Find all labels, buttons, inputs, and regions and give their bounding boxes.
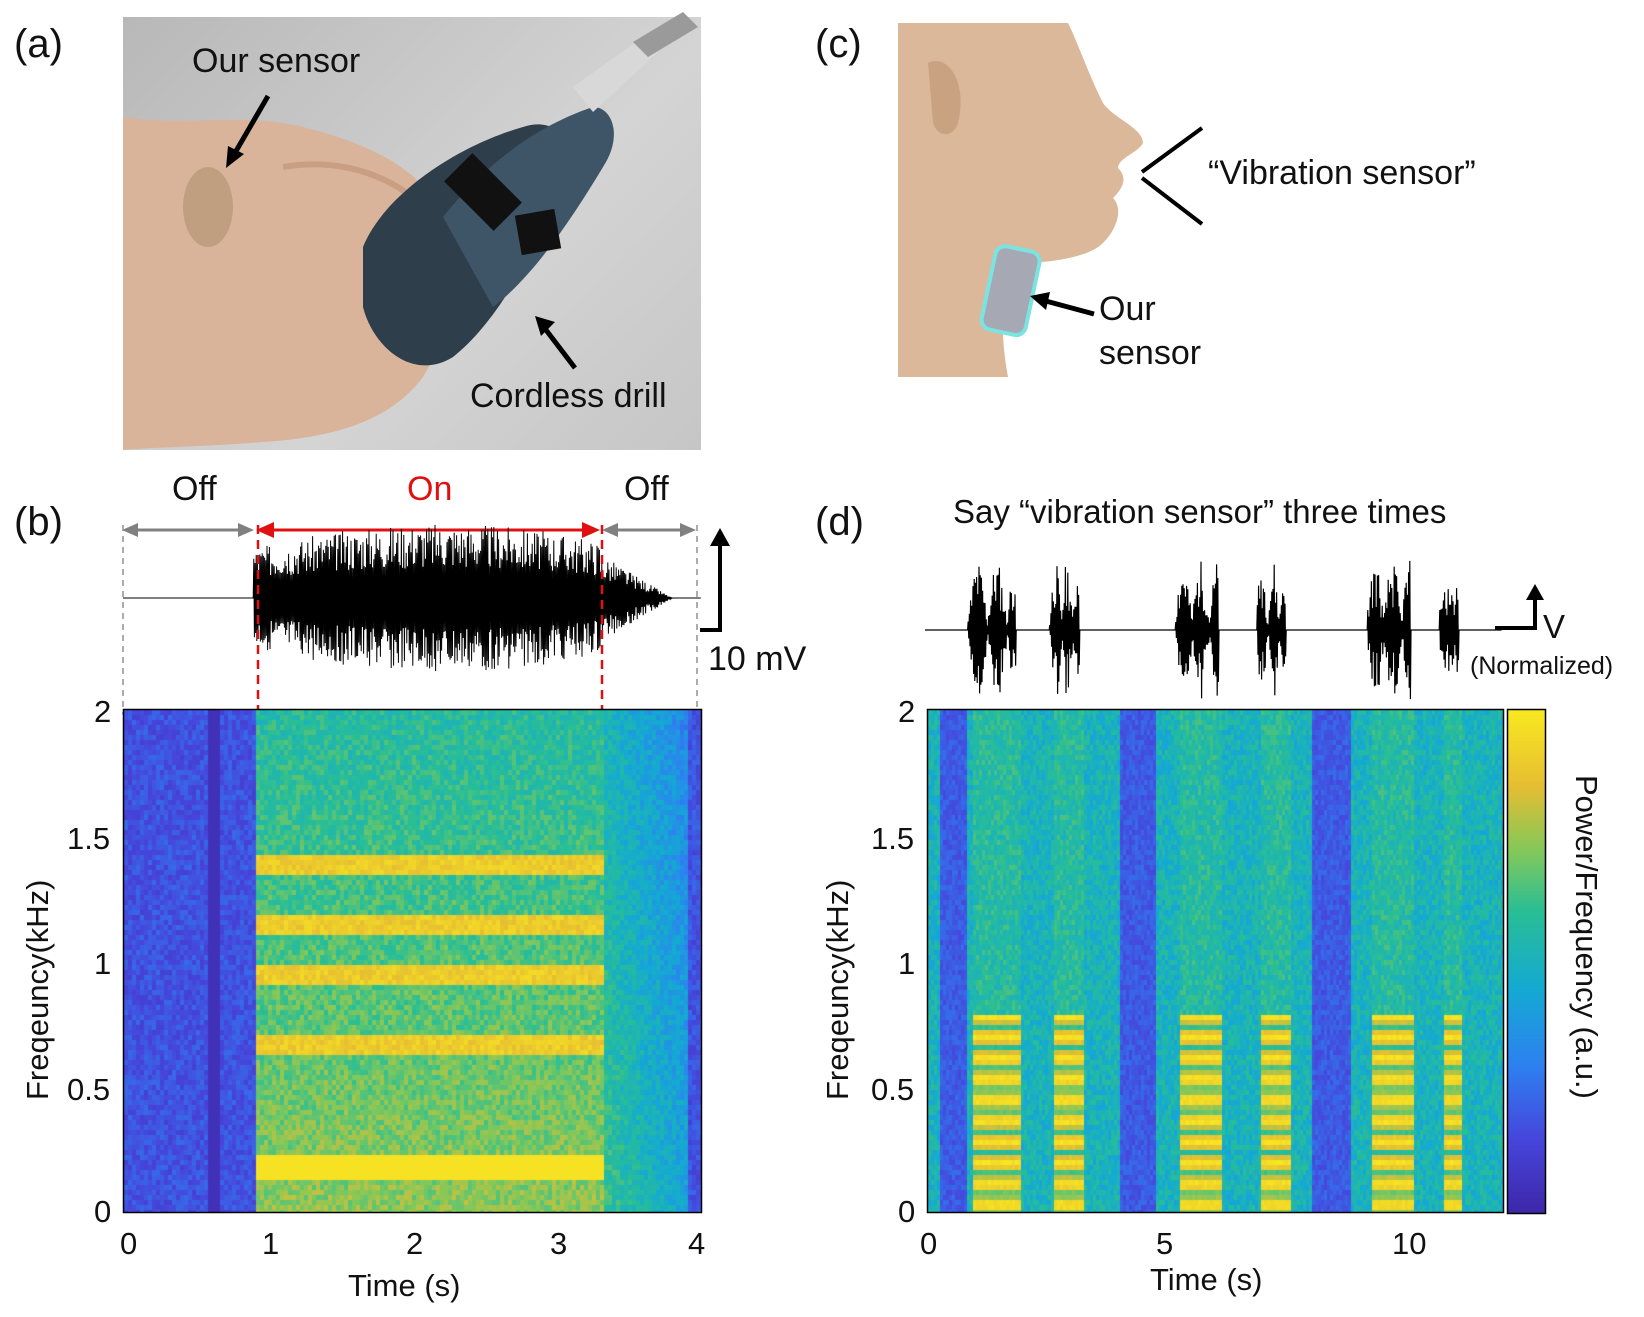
arrow-to-drill-icon — [535, 316, 577, 370]
spectrogram-d-frame — [926, 708, 1505, 1214]
y-tick-d-0: 0 — [898, 1194, 916, 1229]
y-tick-b-2: 2 — [94, 694, 112, 729]
y-tick-b-0_5: 0.5 — [67, 1072, 111, 1107]
x-tick-b-3: 3 — [550, 1226, 568, 1261]
arrow-to-throat-sensor-icon — [1030, 292, 1095, 317]
speech-lines-icon — [1140, 126, 1204, 226]
annot-our: Our — [1099, 290, 1156, 328]
y-tick-b-0: 0 — [94, 1194, 112, 1229]
x-tick-b-0: 0 — [120, 1226, 138, 1261]
x-tick-b-1: 1 — [262, 1226, 280, 1261]
y-tick-d-0_5: 0.5 — [871, 1072, 915, 1107]
speech-waveform — [925, 560, 1502, 700]
y-axis-label-b: Freqeuncy(kHz) — [20, 879, 55, 1101]
annot-sensor: sensor — [1099, 334, 1202, 372]
arrow-to-sensor-icon — [226, 94, 271, 168]
drill-photo — [123, 12, 701, 450]
waveform-trace-b — [123, 524, 701, 672]
scale-v-label: V — [1543, 608, 1566, 645]
state-off-right: Off — [624, 470, 669, 508]
annot-vibration-sensor: “Vibration sensor” — [1208, 154, 1476, 192]
scale-bar-label: 10 mV — [708, 640, 807, 678]
spectrogram-b — [124, 710, 702, 1213]
x-tick-d-0: 0 — [920, 1226, 938, 1261]
y-tick-d-1: 1 — [898, 946, 916, 981]
x-axis-label-d: Time (s) — [1150, 1262, 1263, 1297]
y-axis-label-d: Freqeuncy(kHz) — [820, 879, 855, 1101]
x-tick-d-10: 10 — [1392, 1226, 1427, 1261]
y-tick-b-1_5: 1.5 — [67, 821, 111, 856]
colorbar-frame — [1506, 708, 1547, 1215]
waveform-trace-d — [925, 560, 1502, 700]
scale-bar-b — [700, 528, 730, 632]
y-tick-d-1_5: 1.5 — [871, 821, 915, 856]
scale-bar-d — [1495, 584, 1544, 630]
x-tick-b-4: 4 — [688, 1226, 706, 1261]
annot-cordless-drill: Cordless drill — [470, 377, 667, 415]
colorbar — [1508, 710, 1546, 1214]
annot-our-sensor: Our sensor — [192, 42, 361, 80]
panel-label-d: (d) — [815, 500, 864, 544]
panel-label-b: (b) — [14, 500, 63, 544]
y-tick-b-1: 1 — [94, 946, 112, 981]
spectrogram-d — [928, 710, 1504, 1213]
drill-waveform — [123, 524, 701, 672]
colorbar-label: Power/Frequency (a.u.) — [1569, 775, 1604, 1099]
x-tick-d-5: 5 — [1156, 1226, 1174, 1261]
panel-d-title: Say “vibration sensor” three times — [953, 493, 1447, 530]
state-off-left: Off — [172, 470, 217, 508]
interval-arrows — [122, 522, 696, 538]
head-render — [898, 23, 1168, 377]
spectrogram-b-frame — [122, 708, 703, 1214]
panel-label-a: (a) — [14, 22, 63, 66]
panel-label-c: (c) — [815, 22, 862, 66]
scale-normalized-label: (Normalized) — [1470, 652, 1614, 680]
x-axis-label-b: Time (s) — [348, 1268, 461, 1303]
x-tick-b-2: 2 — [406, 1226, 424, 1261]
state-on: On — [407, 470, 453, 508]
y-tick-d-2: 2 — [898, 694, 916, 729]
